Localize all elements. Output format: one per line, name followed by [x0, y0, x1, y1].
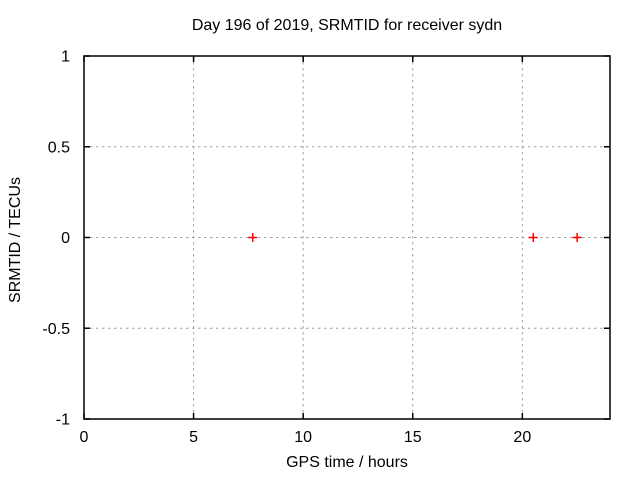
y-tick-label: 0.5	[48, 139, 70, 156]
y-tick-label: 0	[61, 230, 70, 247]
y-axis-label: SRMTID / TECUs	[7, 177, 24, 303]
x-tick-label: 0	[80, 429, 89, 446]
y-tick-label: 1	[61, 49, 70, 66]
x-axis-label: GPS time / hours	[286, 454, 408, 471]
data-point-marker	[528, 233, 538, 242]
x-tick-labels: 0 5 10 15 20	[80, 429, 532, 446]
y-tick-label: -0.5	[42, 321, 70, 338]
data-points	[248, 233, 582, 242]
data-point-marker	[572, 233, 582, 242]
x-tick-label: 10	[294, 429, 312, 446]
y-tick-label: -1	[56, 412, 70, 429]
grid-lines	[84, 56, 610, 419]
x-tick-label: 20	[513, 429, 531, 446]
chart-title: Day 196 of 2019, SRMTID for receiver syd…	[192, 17, 502, 34]
x-tick-label: 15	[404, 429, 422, 446]
x-tick-label: 5	[189, 429, 198, 446]
data-point-marker	[248, 233, 258, 242]
plot-border	[83, 55, 611, 420]
y-tick-labels: -1 -0.5 0 0.5 1	[42, 49, 70, 429]
